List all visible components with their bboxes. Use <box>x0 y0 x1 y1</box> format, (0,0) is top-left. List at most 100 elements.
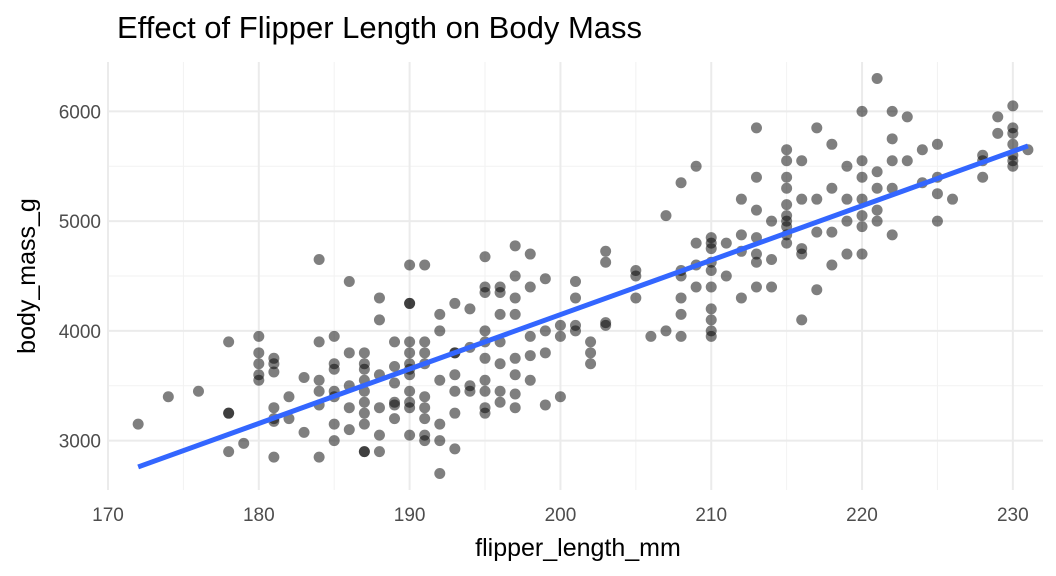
data-point <box>675 330 687 342</box>
data-point <box>871 204 883 216</box>
data-point <box>796 193 808 205</box>
data-point <box>796 248 808 260</box>
data-point <box>750 256 762 268</box>
data-point <box>373 429 385 441</box>
data-point <box>705 330 717 342</box>
data-point <box>434 468 446 480</box>
data-point <box>313 254 325 266</box>
data-point <box>916 144 928 156</box>
data-point <box>419 347 431 359</box>
data-point <box>826 182 838 194</box>
data-point <box>328 330 340 342</box>
data-point <box>705 243 717 255</box>
data-point <box>509 270 521 282</box>
data-point <box>524 330 536 342</box>
data-point <box>404 336 416 348</box>
data-point <box>328 363 340 375</box>
data-point <box>358 418 370 430</box>
data-point <box>992 127 1004 139</box>
data-point <box>585 347 597 359</box>
data-point <box>766 215 778 227</box>
data-point <box>539 347 551 359</box>
data-point <box>389 336 401 348</box>
data-point <box>373 292 385 304</box>
data-point <box>931 138 943 150</box>
data-point <box>977 171 989 183</box>
data-point <box>343 347 355 359</box>
data-point <box>947 193 959 205</box>
data-point <box>901 111 913 123</box>
y-tick-label: 4000 <box>59 322 101 343</box>
data-point <box>539 325 551 337</box>
data-point <box>373 446 385 458</box>
data-point <box>750 281 762 293</box>
data-point <box>735 229 747 241</box>
data-point <box>434 418 446 430</box>
data-point <box>494 396 506 408</box>
data-point <box>1007 138 1019 150</box>
data-point <box>856 155 868 167</box>
data-point <box>479 325 491 337</box>
data-point <box>509 388 521 400</box>
data-point <box>404 297 416 309</box>
data-point <box>781 155 793 167</box>
data-point <box>298 372 310 384</box>
data-point <box>509 352 521 364</box>
data-point <box>826 226 838 238</box>
data-point <box>313 336 325 348</box>
data-point <box>479 352 491 364</box>
data-point <box>358 446 370 458</box>
data-point <box>464 385 476 397</box>
data-point <box>886 155 898 167</box>
data-point <box>449 407 461 419</box>
data-point <box>931 215 943 227</box>
data-point <box>735 193 747 205</box>
data-point <box>781 237 793 249</box>
data-point <box>238 437 250 449</box>
data-point <box>313 374 325 386</box>
data-point <box>494 385 506 397</box>
data-point <box>358 347 370 359</box>
data-point <box>419 259 431 271</box>
data-point <box>298 426 310 438</box>
data-point <box>313 385 325 397</box>
data-point <box>524 374 536 386</box>
data-point <box>705 281 717 293</box>
data-point <box>509 292 521 304</box>
data-point <box>585 358 597 370</box>
data-point <box>645 330 657 342</box>
data-point <box>253 347 265 359</box>
data-point <box>705 303 717 315</box>
data-point <box>901 155 913 167</box>
data-point <box>328 435 340 447</box>
data-point <box>268 366 280 378</box>
data-points <box>132 72 1034 480</box>
data-point <box>404 402 416 414</box>
data-point <box>720 270 732 282</box>
data-point <box>268 358 280 370</box>
data-point <box>826 138 838 150</box>
data-point <box>449 369 461 381</box>
data-point <box>434 308 446 320</box>
data-point <box>358 407 370 419</box>
data-point <box>539 273 551 285</box>
data-point <box>826 259 838 271</box>
data-point <box>434 374 446 386</box>
data-point <box>705 314 717 326</box>
data-point <box>886 105 898 117</box>
data-point <box>871 72 883 84</box>
x-tick-label: 170 <box>92 505 124 526</box>
data-point <box>856 248 868 260</box>
data-point <box>554 391 566 403</box>
data-point <box>690 160 702 172</box>
x-tick-label: 180 <box>243 505 275 526</box>
x-tick-label: 220 <box>846 505 878 526</box>
data-point <box>479 286 491 298</box>
data-point <box>268 451 280 463</box>
data-point <box>992 111 1004 123</box>
data-point <box>811 284 823 296</box>
x-tick-label: 230 <box>997 505 1029 526</box>
y-tick-label: 3000 <box>59 432 101 453</box>
data-point <box>781 199 793 211</box>
